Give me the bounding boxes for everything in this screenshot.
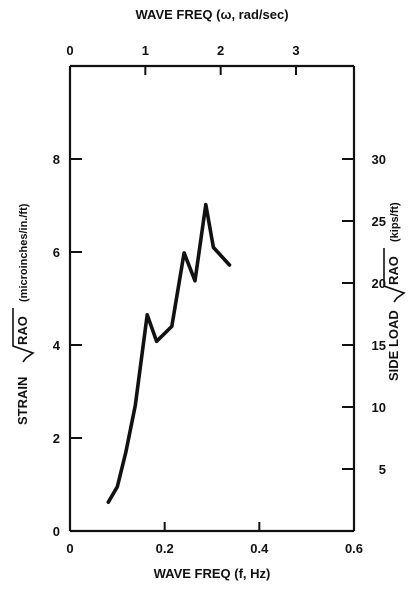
right-axis-title-prefix: SIDE LOAD <box>386 310 401 381</box>
top-axis-title-suffix: , rad/sec) <box>231 7 288 22</box>
series-group <box>106 202 232 505</box>
y-axis-title: STRAIN RAO (microinches/in./ft) <box>12 203 35 425</box>
right-tick-label: 5 <box>379 462 386 477</box>
top-tick-label: 0 <box>66 43 73 58</box>
right-axis-title-radical: RAO <box>386 256 401 285</box>
x-tick-label: 0.6 <box>345 541 363 556</box>
right-tick-label: 30 <box>372 152 386 167</box>
y-tick-label: 2 <box>53 431 60 446</box>
y-axis-sqrt-sign <box>12 308 35 363</box>
axis-ticks <box>69 66 355 532</box>
plot-frame <box>68 64 356 533</box>
right-tick-label: 10 <box>372 400 386 415</box>
y-tick-label: 6 <box>53 245 60 260</box>
y-tick-label: 4 <box>53 338 61 353</box>
right-tick-label: 15 <box>372 338 386 353</box>
x-tick-label: 0.4 <box>250 541 269 556</box>
top-tick-label: 2 <box>217 43 224 58</box>
y-axis-title-unit: (microinches/in./ft) <box>18 203 30 302</box>
y-tick-label: 0 <box>53 524 60 539</box>
top-axis-title-symbol: ω <box>220 7 231 22</box>
x-axis-title: WAVE FREQ (f, Hz) <box>154 566 271 581</box>
top-axis-title-prefix: WAVE FREQ ( <box>135 7 221 22</box>
series-line <box>106 202 232 505</box>
top-tick-label: 3 <box>292 43 299 58</box>
x-tick-label: 0.2 <box>156 541 174 556</box>
right-axis-sqrt-sign <box>383 248 406 303</box>
y-tick-label: 8 <box>53 152 60 167</box>
x-tick-label: 0 <box>66 541 73 556</box>
right-axis-title: SIDE LOAD RAO (kips/ft) <box>383 202 406 381</box>
y-axis-title-prefix: STRAIN <box>15 377 30 425</box>
top-axis-title: WAVE FREQ (ω, rad/sec) <box>135 7 288 22</box>
y-axis-title-radical: RAO <box>15 316 30 345</box>
right-axis-title-unit: (kips/ft) <box>389 202 401 242</box>
right-tick-label: 25 <box>372 214 386 229</box>
top-tick-label: 1 <box>142 43 149 58</box>
right-tick-label: 20 <box>372 276 386 291</box>
